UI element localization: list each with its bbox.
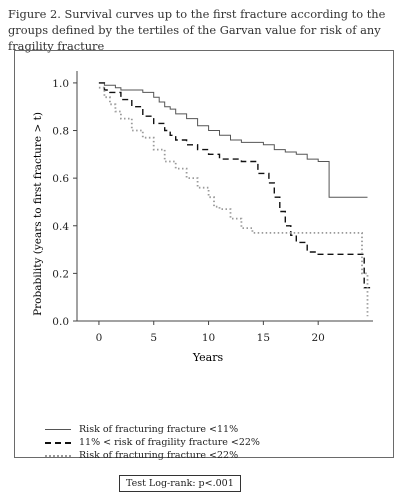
y-tick-label: 0.0	[52, 316, 69, 328]
y-tick-label: 1.0	[52, 78, 69, 90]
legend-swatch-dotted	[45, 455, 71, 457]
y-tick-label: 0.2	[52, 268, 69, 280]
series-line-0	[98, 82, 368, 198]
series-layer	[98, 82, 371, 317]
x-tick-label: 20	[311, 332, 324, 344]
ticks-layer: 0.0 0.2 0.4 0.6 0.8 1.0 0 5 10 15 20	[52, 78, 325, 344]
axes-layer	[76, 71, 373, 322]
chart-frame: 0.0 0.2 0.4 0.6 0.8 1.0 0 5 10 15 20 Years Probabi…	[14, 50, 394, 492]
x-axis-label: Years	[192, 351, 224, 364]
x-tick-label: 10	[202, 332, 215, 344]
x-tick-label: 5	[150, 332, 157, 344]
y-tick-label: 0.4	[52, 221, 69, 233]
legend-swatch-dashed	[45, 442, 71, 444]
y-tick-label: 0.6	[52, 173, 69, 185]
legend-label: Risk of fracturing fracture <22%	[79, 450, 239, 461]
figure-caption: Figure 2. Survival curves up to the firs…	[8, 7, 386, 53]
x-tick-label: 15	[257, 332, 270, 344]
survival-chart: 0.0 0.2 0.4 0.6 0.8 1.0 0 5 10 15 20 Years Probabi…	[32, 71, 373, 364]
y-tick-label: 0.8	[52, 126, 69, 138]
legend-swatch-solid	[45, 429, 71, 430]
series-line-1	[98, 82, 371, 289]
log-rank-annotation: Test Log-rank: p<.001	[119, 475, 241, 492]
x-tick-label: 0	[96, 332, 103, 344]
series-line-2	[98, 86, 369, 317]
legend-label: Risk of fracturing fracture <11%	[79, 424, 239, 435]
legend-label: 11% < risk of fragility fracture <22%	[79, 437, 260, 448]
y-axis-label: Probability (years to first fracture > t…	[32, 112, 44, 316]
